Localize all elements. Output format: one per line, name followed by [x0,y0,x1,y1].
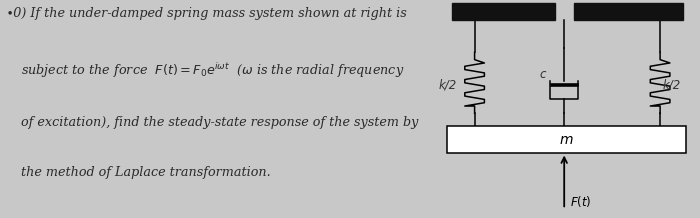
Text: k/2: k/2 [663,78,681,92]
Bar [574,3,682,20]
Text: subject to the force  $F(t) = F_0e^{i\omega t}$  ($\omega$ is the radial frequen: subject to the force $F(t) = F_0e^{i\ome… [21,61,405,80]
Text: c: c [539,68,546,81]
Bar [452,3,555,20]
Text: ∙0) If the under-damped spring mass system shown at right is: ∙0) If the under-damped spring mass syst… [7,7,407,20]
Text: of excitation), find the steady-state response of the system by: of excitation), find the steady-state re… [21,116,419,129]
Text: m: m [559,133,573,146]
Text: k/2: k/2 [439,78,457,92]
Text: $F(t)$: $F(t)$ [570,194,592,209]
Bar [447,126,686,153]
Text: the method of Laplace transformation.: the method of Laplace transformation. [21,166,271,179]
